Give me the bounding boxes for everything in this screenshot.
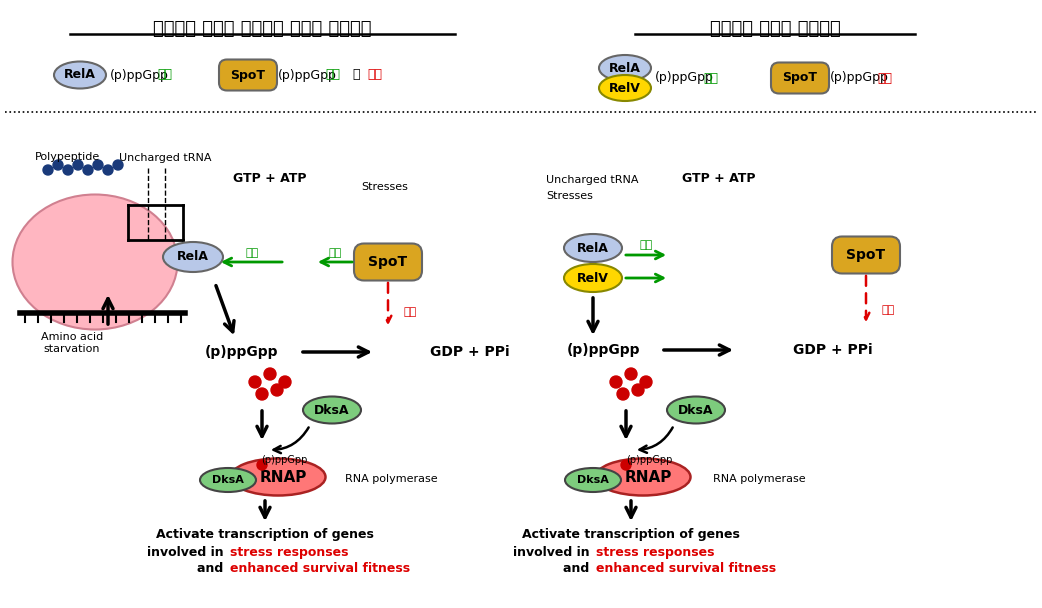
Text: SpoT: SpoT bbox=[783, 72, 818, 85]
Text: enhanced survival fitness: enhanced survival fitness bbox=[596, 562, 776, 575]
Text: Stresses: Stresses bbox=[362, 182, 408, 192]
Text: involved in: involved in bbox=[147, 546, 228, 559]
Text: Polypeptide: Polypeptide bbox=[35, 152, 100, 162]
Text: RelA: RelA bbox=[577, 241, 609, 255]
Circle shape bbox=[617, 388, 629, 400]
Text: stress responses: stress responses bbox=[596, 546, 715, 559]
FancyBboxPatch shape bbox=[354, 243, 422, 280]
Text: (p)ppGpp: (p)ppGpp bbox=[626, 455, 672, 465]
Circle shape bbox=[621, 460, 631, 470]
Text: SpoT: SpoT bbox=[230, 69, 266, 81]
Text: 합성: 합성 bbox=[328, 248, 342, 258]
Text: RNA polymerase: RNA polymerase bbox=[345, 474, 438, 484]
Ellipse shape bbox=[564, 234, 622, 262]
Ellipse shape bbox=[599, 75, 651, 101]
Ellipse shape bbox=[163, 242, 223, 272]
FancyBboxPatch shape bbox=[771, 63, 829, 94]
Text: (p)ppGpp: (p)ppGpp bbox=[566, 343, 640, 357]
Circle shape bbox=[249, 376, 260, 388]
Circle shape bbox=[93, 160, 103, 170]
Circle shape bbox=[83, 165, 93, 175]
Text: 합성: 합성 bbox=[325, 69, 340, 81]
Text: Amino acid
starvation: Amino acid starvation bbox=[41, 332, 103, 354]
Circle shape bbox=[43, 165, 53, 175]
Text: RNAP: RNAP bbox=[624, 469, 672, 485]
Text: RNA polymerase: RNA polymerase bbox=[713, 474, 805, 484]
Circle shape bbox=[625, 368, 637, 380]
Text: SpoT: SpoT bbox=[846, 248, 886, 262]
Ellipse shape bbox=[13, 195, 177, 330]
Text: Activate transcription of genes: Activate transcription of genes bbox=[522, 528, 740, 541]
FancyBboxPatch shape bbox=[832, 237, 900, 274]
Ellipse shape bbox=[200, 468, 256, 492]
Text: 분해: 분해 bbox=[880, 305, 894, 315]
Text: Uncharged tRNA: Uncharged tRNA bbox=[546, 175, 639, 185]
Ellipse shape bbox=[564, 264, 622, 292]
Ellipse shape bbox=[230, 458, 325, 496]
Text: 합성: 합성 bbox=[157, 69, 172, 81]
Text: SpoT: SpoT bbox=[369, 255, 407, 269]
Text: and: and bbox=[197, 562, 228, 575]
Text: RelA: RelA bbox=[610, 61, 641, 75]
Text: RelA: RelA bbox=[64, 69, 96, 81]
Text: Stresses: Stresses bbox=[546, 191, 593, 201]
Text: RelA: RelA bbox=[177, 250, 209, 263]
Text: 콜레라균 특이적 결핍반응: 콜레라균 특이적 결핍반응 bbox=[710, 20, 841, 38]
Text: and: and bbox=[564, 562, 594, 575]
Text: 및: 및 bbox=[349, 69, 365, 81]
Text: DksA: DksA bbox=[213, 475, 244, 485]
Ellipse shape bbox=[595, 458, 691, 496]
Circle shape bbox=[264, 368, 276, 380]
Text: 녹농균을 포함한 일반적인 세균의 결핍반응: 녹농균을 포함한 일반적인 세균의 결핍반응 bbox=[153, 20, 371, 38]
Text: (p)ppGpp: (p)ppGpp bbox=[260, 455, 307, 465]
Text: Activate transcription of genes: Activate transcription of genes bbox=[156, 528, 374, 541]
Text: enhanced survival fitness: enhanced survival fitness bbox=[230, 562, 411, 575]
Text: (p)ppGpp: (p)ppGpp bbox=[110, 69, 169, 81]
Text: 합성: 합성 bbox=[703, 72, 718, 85]
Text: (p)ppGpp: (p)ppGpp bbox=[205, 345, 279, 359]
Text: GDP + PPi: GDP + PPi bbox=[430, 345, 510, 359]
Text: RelV: RelV bbox=[610, 81, 641, 94]
Circle shape bbox=[640, 376, 652, 388]
Circle shape bbox=[632, 384, 644, 396]
Text: RNAP: RNAP bbox=[259, 469, 306, 485]
Text: GTP + ATP: GTP + ATP bbox=[683, 172, 755, 185]
Circle shape bbox=[63, 165, 73, 175]
Ellipse shape bbox=[303, 396, 361, 424]
Text: (p)ppGpp: (p)ppGpp bbox=[278, 69, 337, 81]
Text: stress responses: stress responses bbox=[230, 546, 348, 559]
Ellipse shape bbox=[54, 61, 106, 89]
Text: DksA: DksA bbox=[678, 404, 714, 416]
Ellipse shape bbox=[565, 468, 621, 492]
Ellipse shape bbox=[599, 55, 651, 81]
Text: 분해: 분해 bbox=[877, 72, 892, 85]
Ellipse shape bbox=[667, 396, 725, 424]
Circle shape bbox=[257, 460, 267, 470]
Circle shape bbox=[279, 376, 291, 388]
FancyBboxPatch shape bbox=[219, 60, 277, 91]
Text: (p)ppGpp: (p)ppGpp bbox=[655, 72, 714, 85]
Circle shape bbox=[73, 160, 83, 170]
Circle shape bbox=[103, 165, 113, 175]
Text: (p)ppGpp: (p)ppGpp bbox=[830, 72, 889, 85]
Text: 합성: 합성 bbox=[245, 248, 258, 258]
Text: RelV: RelV bbox=[577, 272, 609, 285]
Text: Uncharged tRNA: Uncharged tRNA bbox=[119, 153, 212, 163]
Text: DksA: DksA bbox=[315, 404, 350, 416]
Circle shape bbox=[271, 384, 283, 396]
Circle shape bbox=[256, 388, 268, 400]
Circle shape bbox=[113, 160, 123, 170]
Circle shape bbox=[53, 160, 63, 170]
Text: 합성: 합성 bbox=[640, 240, 652, 250]
Text: 분해: 분해 bbox=[367, 69, 382, 81]
Circle shape bbox=[610, 376, 622, 388]
Text: GTP + ATP: GTP + ATP bbox=[233, 172, 306, 185]
Text: DksA: DksA bbox=[577, 475, 609, 485]
Text: involved in: involved in bbox=[513, 546, 594, 559]
Text: GDP + PPi: GDP + PPi bbox=[793, 343, 872, 357]
Text: 분해: 분해 bbox=[403, 307, 416, 317]
